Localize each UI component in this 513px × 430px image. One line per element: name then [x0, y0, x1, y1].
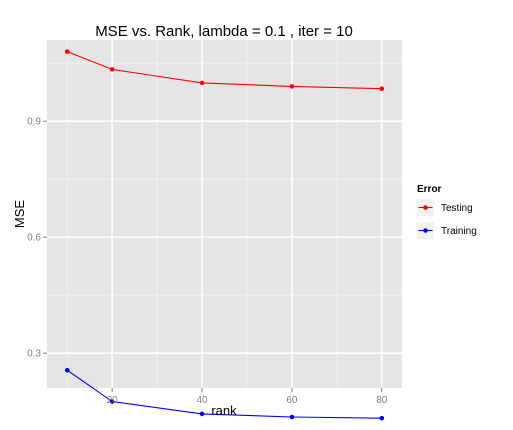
- training-data-point: [379, 415, 385, 421]
- legend: Error Testing Training: [417, 184, 477, 239]
- testing-legend-point: [423, 205, 428, 210]
- testing-data-point: [64, 49, 70, 54]
- testing-data-point: [199, 80, 205, 86]
- x-tick-label: 60: [286, 395, 298, 406]
- y-tick-label: 0.3: [27, 349, 41, 360]
- x-tick-label: 40: [196, 395, 208, 406]
- legend-title: Error: [417, 184, 442, 195]
- minor-grid: [47, 40, 402, 388]
- y-axis: 0.3 0.6 0.9: [27, 117, 47, 360]
- training-data-point: [64, 367, 70, 373]
- series-points: [64, 49, 385, 421]
- training-legend-point: [423, 228, 428, 233]
- training-data-point: [109, 399, 115, 404]
- y-tick-label: 0.9: [27, 117, 41, 128]
- chart-title: MSE vs. Rank, lambda = 0.1 , iter = 10: [95, 23, 353, 40]
- testing-data-point: [379, 86, 385, 92]
- legend-entries: Testing Training: [417, 199, 477, 239]
- y-axis-title: MSE: [12, 200, 27, 229]
- plot-panel: [47, 40, 402, 388]
- x-tick-label: 20: [107, 395, 119, 406]
- training-legend-label: Training: [441, 226, 477, 237]
- x-axis: 20 40 60 80: [107, 388, 388, 406]
- training-data-point: [289, 414, 295, 420]
- x-tick-label: 80: [376, 395, 388, 406]
- training-data-point: [199, 411, 205, 417]
- x-axis-title: rank: [211, 403, 237, 418]
- plot-area: [47, 40, 402, 421]
- y-tick-label: 0.6: [27, 233, 41, 244]
- testing-data-point: [109, 67, 115, 72]
- testing-data-point: [289, 84, 295, 89]
- major-grid: [47, 40, 402, 388]
- testing-legend-label: Testing: [441, 203, 473, 214]
